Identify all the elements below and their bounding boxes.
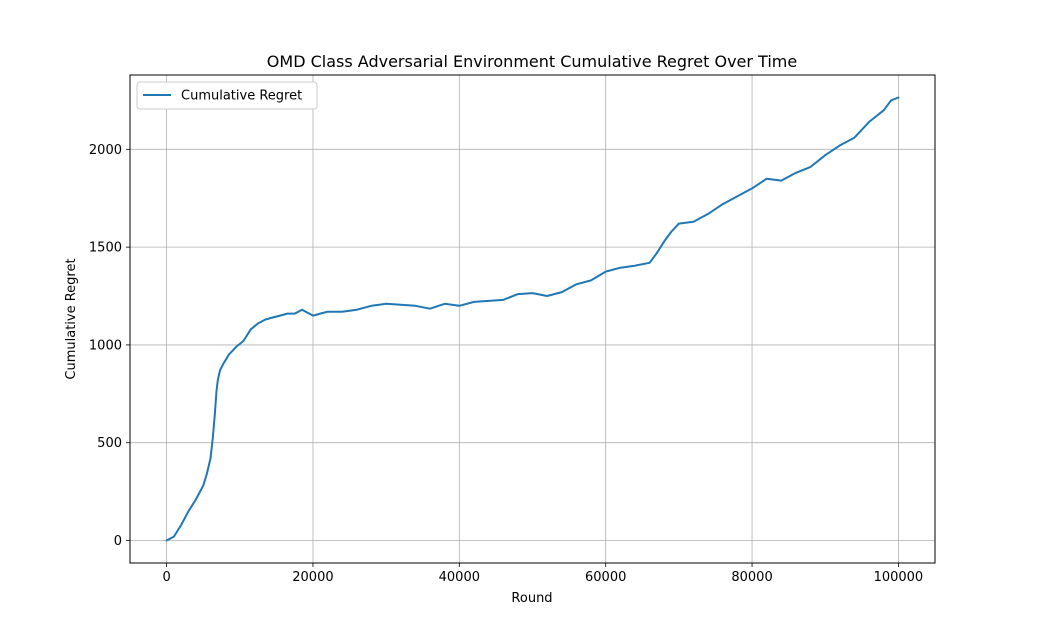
x-tick-label: 0 [162, 570, 170, 585]
x-tick-label: 80000 [731, 570, 772, 585]
series-layer [165, 96, 900, 542]
legend-box [136, 81, 318, 110]
y-tick-label: 2000 [89, 143, 122, 158]
x-tick-label: 40000 [439, 570, 480, 585]
y-tick-label: 500 [97, 436, 122, 451]
chart-title: OMD Class Adversarial Environment Cumula… [267, 52, 797, 71]
x-tick-label: 100000 [874, 570, 924, 585]
axis-ticks: 0 20000 40000 60000 80000 100000 0 500 1000 1500 2… [89, 143, 923, 585]
series-line-cumulative-regret [165, 96, 900, 542]
x-tick-label: 20000 [292, 570, 333, 585]
legend: Cumulative Regret [136, 81, 318, 110]
plot-frame [129, 74, 936, 564]
grid [130, 75, 935, 563]
y-axis-label: Cumulative Regret [64, 258, 79, 379]
y-tick-label: 1500 [89, 241, 122, 256]
x-tick-label: 60000 [585, 570, 626, 585]
legend-entry-label: Cumulative Regret [181, 89, 302, 104]
y-tick-label: 0 [114, 534, 122, 549]
y-tick-label: 1000 [89, 338, 122, 353]
x-axis-label: Round [511, 591, 552, 606]
